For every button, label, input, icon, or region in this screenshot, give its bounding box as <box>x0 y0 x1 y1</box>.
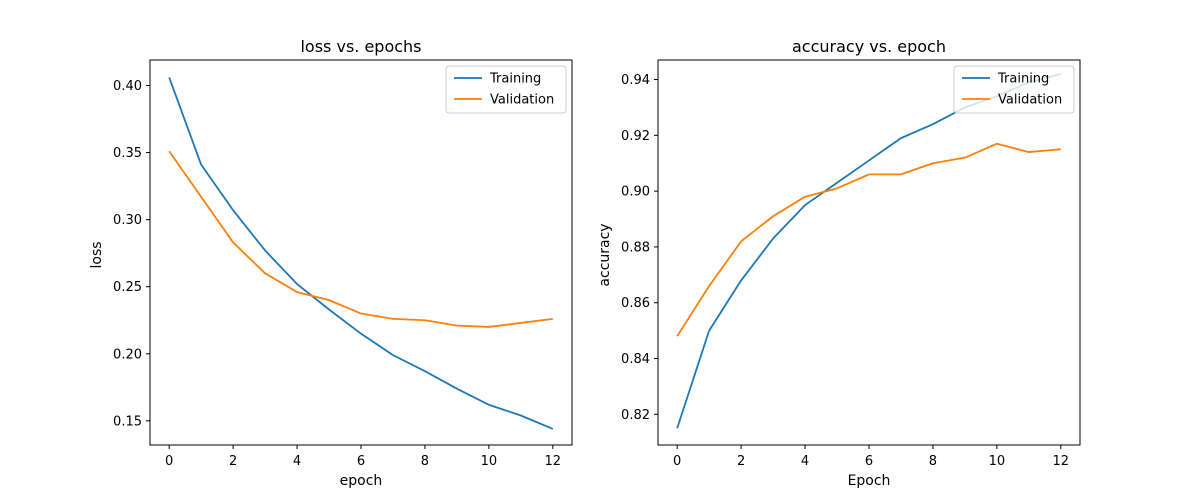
loss-ytick-label: 0.30 <box>113 213 142 228</box>
loss-xtick-label: 4 <box>293 454 301 469</box>
loss-xtick-label: 6 <box>357 454 365 469</box>
accuracy-ytick-label: 0.86 <box>621 296 650 311</box>
loss-ytick-label: 0.35 <box>113 146 142 161</box>
accuracy-chart-xlabel: Epoch <box>848 473 891 489</box>
accuracy-chart-title: accuracy vs. epoch <box>792 37 946 56</box>
accuracy-xtick-label: 12 <box>1053 454 1070 469</box>
loss-ytick-label: 0.25 <box>113 280 142 295</box>
accuracy-xtick-label: 0 <box>673 454 681 469</box>
accuracy-chart: accuracy vs. epoch Epoch accuracy 0 2 4 6 8 1… <box>597 37 1081 489</box>
loss-legend: Training Validation <box>445 65 567 114</box>
loss-legend-label-validation: Validation <box>490 93 554 108</box>
accuracy-legend-label-validation: Validation <box>998 93 1062 108</box>
accuracy-xtick-label: 6 <box>865 454 873 469</box>
accuracy-ytick-label: 0.88 <box>621 240 650 255</box>
accuracy-ytick-label: 0.82 <box>621 408 650 423</box>
loss-xtick-label: 2 <box>229 454 237 469</box>
accuracy-xtick-label: 2 <box>737 454 745 469</box>
loss-xtick-label: 12 <box>545 454 562 469</box>
loss-chart-plot-area: 0 2 4 6 8 10 12 0.15 0.20 0.25 0.30 0.35 0.40 Trainin… <box>113 59 573 469</box>
accuracy-chart-ylabel: accuracy <box>597 223 613 286</box>
accuracy-xtick-label: 4 <box>801 454 809 469</box>
accuracy-ytick-label: 0.84 <box>621 352 650 367</box>
loss-series-validation-line <box>168 150 553 328</box>
loss-series-training-line <box>168 77 554 430</box>
loss-legend-label-training: Training <box>489 72 541 87</box>
accuracy-ytick-label: 0.94 <box>621 73 650 88</box>
loss-ytick-label: 0.40 <box>113 79 142 94</box>
accuracy-legend: Training Validation <box>953 65 1075 114</box>
accuracy-chart-plot-area: 0 2 4 6 8 10 12 0.82 0.84 0.86 0.88 0.90 0.92 0.94 Tra… <box>621 59 1081 469</box>
accuracy-series-validation-line <box>676 142 1061 337</box>
accuracy-ytick-label: 0.92 <box>621 129 650 144</box>
loss-chart-ylabel: loss <box>89 241 105 268</box>
loss-xtick-label: 8 <box>421 454 429 469</box>
loss-ytick-label: 0.20 <box>113 347 142 362</box>
accuracy-ytick-label: 0.90 <box>621 185 650 200</box>
accuracy-xtick-label: 10 <box>989 454 1006 469</box>
accuracy-legend-label-training: Training <box>997 72 1049 87</box>
loss-chart-xlabel: epoch <box>340 473 383 489</box>
loss-xtick-label: 10 <box>481 454 498 469</box>
accuracy-xtick-label: 8 <box>929 454 937 469</box>
loss-chart: loss vs. epochs epoch loss 0 2 4 6 8 10 12 0.15… <box>89 37 573 489</box>
loss-chart-title: loss vs. epochs <box>300 37 421 56</box>
loss-xtick-label: 0 <box>165 454 173 469</box>
loss-ytick-label: 0.15 <box>113 414 142 429</box>
